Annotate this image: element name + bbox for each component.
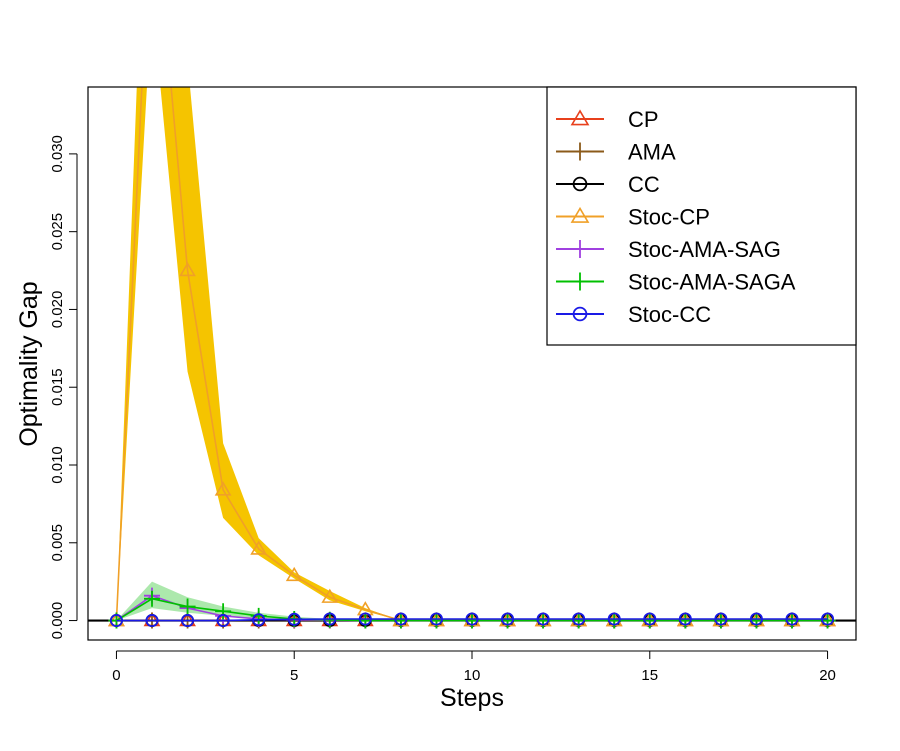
point-stoc-cc-2	[181, 614, 195, 628]
point-stoc-cc-18	[749, 612, 763, 626]
x-tick-label: 0	[112, 667, 120, 684]
y-tick-label: 0.030	[49, 135, 66, 173]
x-tick-label: 10	[464, 667, 481, 684]
y-tick-label: 0.020	[49, 291, 66, 329]
legend-item-cc: CC	[556, 172, 660, 197]
point-stoc-cc-3	[216, 614, 230, 628]
point-stoc-ama-saga-2	[179, 598, 196, 615]
legend-marker	[571, 142, 589, 161]
point-stoc-cc-5	[287, 612, 301, 626]
legend-label: Stoc-AMA-SAGA	[628, 270, 796, 295]
y-tick-label: 0.005	[49, 524, 66, 562]
legend-label: AMA	[628, 140, 676, 165]
point-stoc-cc-6	[323, 612, 337, 626]
legend-item-stoc-ama-saga: Stoc-AMA-SAGA	[556, 270, 796, 295]
plot-frame	[87, 86, 857, 641]
y-tick-label: 0.010	[49, 446, 66, 484]
point-stoc-cp-2	[179, 261, 196, 277]
legend-marker	[570, 206, 590, 223]
legend-marker	[572, 176, 588, 192]
point-stoc-cc-4	[252, 613, 266, 627]
legend-marker	[571, 240, 589, 258]
point-stoc-cp-6	[321, 588, 339, 603]
y-axis-label: Optimality Gap	[15, 281, 43, 446]
x-tick-label: 15	[641, 667, 658, 684]
point-stoc-cp-3	[214, 481, 232, 496]
point-stoc-cc-9	[429, 612, 443, 626]
y-tick-label: 0.000	[49, 602, 66, 640]
point-stoc-ama-saga-3	[215, 603, 232, 620]
legend: CP AMA CC Stoc-CP Stoc-AMA-SAG Stoc-AMA-SAGA S…	[546, 86, 857, 346]
point-stoc-ama-saga-1	[144, 590, 160, 607]
point-stoc-cc-16	[678, 612, 692, 626]
point-stoc-cc-19	[785, 612, 799, 626]
series-layer	[108, 87, 836, 629]
series-stoc-cc	[109, 612, 835, 628]
point-stoc-cc-11	[501, 612, 515, 626]
point-stoc-cc-7	[358, 612, 372, 626]
legend-label: Stoc-AMA-SAG	[628, 237, 781, 262]
band-stoc-cp	[116, 87, 828, 621]
legend-item-stoc-cc: Stoc-CC	[556, 302, 711, 327]
point-stoc-cc-20	[821, 612, 835, 626]
point-stoc-cc-8	[394, 612, 408, 626]
x-axis: 0 5 10 15 20	[112, 650, 836, 684]
point-stoc-ama-saga-4	[250, 607, 267, 624]
point-stoc-cc-0	[109, 614, 123, 628]
confidence-bands	[116, 87, 828, 621]
point-stoc-cc-1	[145, 614, 159, 628]
x-tick-label: 5	[290, 667, 298, 684]
legend-marker	[570, 109, 590, 126]
series-line-stoc-cc	[116, 618, 828, 622]
point-stoc-cp-4	[250, 540, 268, 555]
legend-item-cp: CP	[556, 107, 659, 132]
legend-item-stoc-cp: Stoc-CP	[556, 205, 710, 230]
point-stoc-cp-5	[285, 566, 303, 582]
legend-marker	[572, 306, 588, 322]
point-stoc-cc-15	[643, 612, 657, 626]
point-stoc-cc-14	[607, 612, 621, 626]
legend-label: Stoc-CP	[628, 205, 710, 230]
legend-label: Stoc-CC	[628, 302, 711, 327]
point-stoc-cc-13	[572, 612, 586, 626]
point-stoc-cc-17	[714, 612, 728, 626]
legend-item-ama: AMA	[556, 140, 676, 165]
y-tick-label: 0.015	[49, 368, 66, 406]
legend-marker	[571, 272, 589, 291]
x-axis-label: Steps	[440, 684, 504, 712]
legend-label: CC	[628, 172, 660, 197]
legend-item-stoc-ama-sag: Stoc-AMA-SAG	[556, 237, 781, 262]
y-tick-label: 0.025	[49, 213, 66, 251]
legend-label: CP	[628, 107, 659, 132]
point-stoc-cc-12	[536, 612, 550, 626]
x-tick-label: 20	[819, 667, 836, 684]
point-stoc-cc-10	[465, 612, 479, 626]
y-axis: 0.000 0.005 0.010 0.015 0.020 0.025 0.030	[49, 135, 78, 640]
